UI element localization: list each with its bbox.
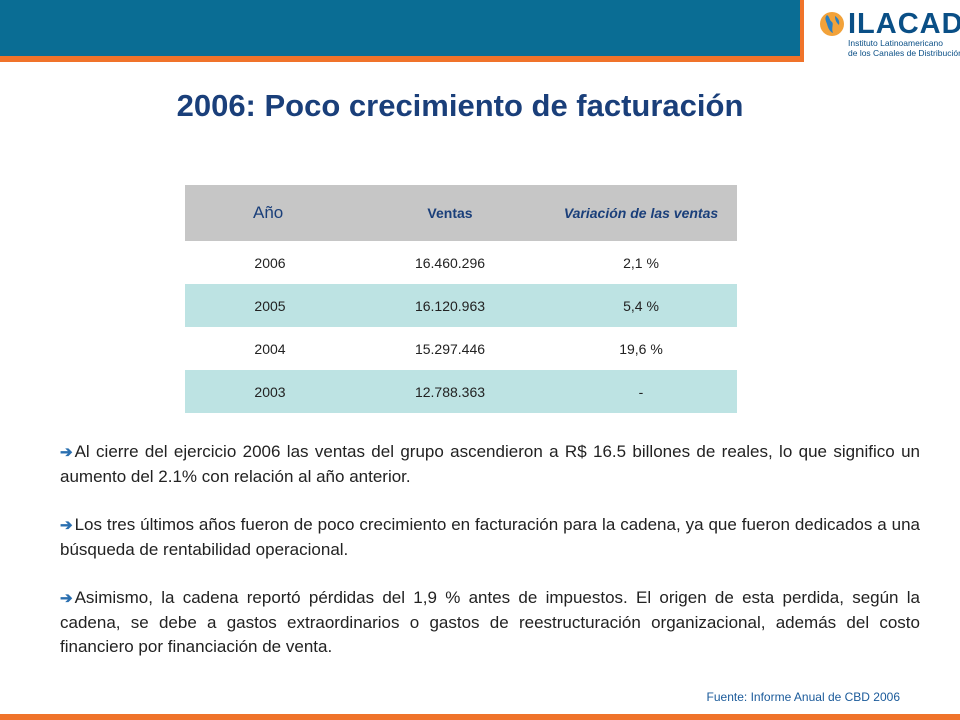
table-row: 2003 12.788.363 - xyxy=(185,370,737,413)
footer-orange-stripe xyxy=(0,714,960,720)
logo-subtitle: Instituto Latinoamericano de los Canales… xyxy=(848,38,960,58)
page-title: 2006: Poco crecimiento de facturación xyxy=(176,88,744,123)
logo-name: ILACAD xyxy=(848,8,960,40)
cell-variation: 19,6 % xyxy=(619,340,663,357)
cell-sales: 12.788.363 xyxy=(355,370,545,413)
table-row: 2006 16.460.296 2,1 % xyxy=(185,241,737,284)
arrow-right-icon: ➔ xyxy=(60,590,73,607)
bullet-list: ➔ Al cierre del ejercicio 2006 las ventas… xyxy=(60,440,920,683)
globe-icon xyxy=(820,12,844,36)
bullet-paragraph: ➔ Los tres últimos años fueron de poco cr… xyxy=(60,513,920,562)
bullet-paragraph: ➔ Asimismo, la cadena reportó pérdidas de… xyxy=(60,586,920,659)
cell-sales: 16.460.296 xyxy=(414,254,486,271)
table-row: 2004 15.297.446 19,6 % xyxy=(185,327,737,370)
header-year: Año xyxy=(185,185,355,241)
cell-year: 2004 xyxy=(254,340,286,357)
bullet-text: Los tres últimos años fueron de poco cre… xyxy=(60,515,920,559)
header-orange-stripe xyxy=(0,56,800,62)
header-band xyxy=(0,0,800,56)
logo-subtitle-line2: de los Canales de Distribución xyxy=(848,48,960,58)
arrow-right-icon: ➔ xyxy=(60,444,73,461)
table-header-row: Año Ventas Variación de las ventas xyxy=(185,185,737,241)
cell-year: 2003 xyxy=(185,370,355,413)
arrow-right-icon: ➔ xyxy=(60,517,73,534)
bullet-text: Al cierre del ejercicio 2006 las ventas … xyxy=(60,442,920,486)
cell-variation: - xyxy=(545,370,737,413)
cell-variation: 2,1 % xyxy=(623,254,659,271)
logo-divider xyxy=(800,0,804,62)
sales-table: Año Ventas Variación de las ventas 2006 … xyxy=(185,185,737,413)
logo-subtitle-line1: Instituto Latinoamericano xyxy=(848,38,943,48)
bullet-paragraph: ➔ Al cierre del ejercicio 2006 las ventas… xyxy=(60,440,920,489)
ilacad-logo: ILACAD Instituto Latinoamericano de los … xyxy=(818,8,960,58)
cell-sales: 16.120.963 xyxy=(355,284,545,327)
header-sales: Ventas xyxy=(355,185,545,241)
cell-sales: 15.297.446 xyxy=(414,340,486,357)
cell-year: 2006 xyxy=(254,254,286,271)
bullet-text: Asimismo, la cadena reportó pérdidas del… xyxy=(60,588,920,656)
cell-year: 2005 xyxy=(185,284,355,327)
table-row: 2005 16.120.963 5,4 % xyxy=(185,284,737,327)
header-variation: Variación de las ventas xyxy=(545,185,737,241)
source-note: Fuente: Informe Anual de CBD 2006 xyxy=(706,690,900,704)
cell-variation: 5,4 % xyxy=(545,284,737,327)
